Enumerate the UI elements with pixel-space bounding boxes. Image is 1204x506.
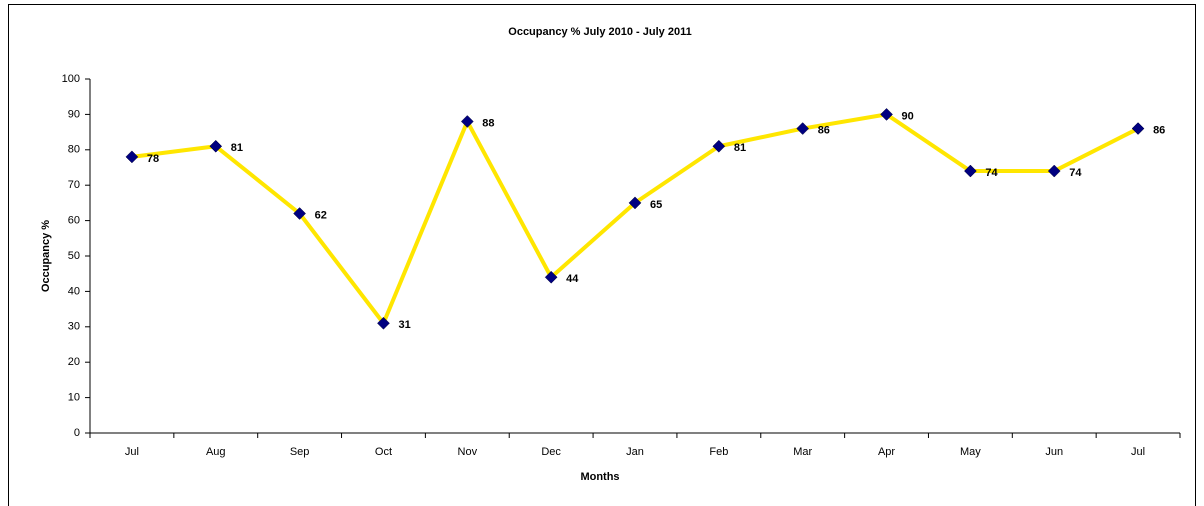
marker: [628, 196, 642, 210]
marker: [1131, 122, 1145, 135]
chart-title: Occupancy % July 2010 - July 2011: [508, 26, 691, 38]
y-axis-label: Occupancy %: [40, 220, 52, 292]
data-label: 65: [650, 199, 662, 211]
marker: [964, 164, 977, 178]
y-tick-label: 0: [74, 427, 80, 439]
x-tick-label: Feb: [709, 446, 728, 458]
marker: [125, 150, 139, 164]
y-tick-label: 40: [68, 285, 80, 297]
data-label: 86: [1153, 124, 1165, 136]
data-label: 44: [566, 273, 579, 285]
marker: [880, 108, 893, 121]
y-tick-label: 50: [68, 250, 80, 262]
y-tick-label: 30: [68, 321, 80, 333]
marker: [377, 316, 390, 330]
y-tick-label: 90: [68, 108, 80, 120]
marker: [544, 270, 558, 284]
y-tick-label: 60: [68, 215, 80, 227]
data-label: 31: [398, 319, 410, 331]
chart-border: [8, 4, 1196, 506]
marker: [460, 115, 474, 128]
marker: [209, 139, 223, 153]
y-tick-label: 20: [68, 356, 80, 368]
x-tick-label: Aug: [206, 446, 226, 458]
x-tick-label: Dec: [541, 446, 561, 458]
y-tick-label: 100: [62, 73, 80, 85]
y-tick-label: 70: [68, 179, 80, 191]
x-tick-label: Nov: [458, 446, 478, 458]
marker: [712, 139, 726, 153]
y-tick-label: 80: [68, 144, 80, 156]
x-tick-label: Jan: [626, 446, 644, 458]
data-label: 62: [315, 209, 327, 221]
x-tick-label: Oct: [375, 446, 392, 458]
x-tick-label: Mar: [793, 446, 812, 458]
x-axis-label: Months: [580, 471, 619, 483]
y-tick-label: 10: [68, 392, 80, 404]
x-tick-label: Sep: [290, 446, 310, 458]
data-label: 86: [818, 124, 830, 136]
data-label: 88: [482, 117, 494, 129]
marker: [796, 122, 810, 135]
marker: [293, 207, 306, 220]
x-tick-label: Apr: [878, 446, 895, 458]
x-tick-label: Jul: [125, 446, 139, 458]
data-label: 74: [985, 167, 998, 179]
data-label: 81: [231, 142, 243, 154]
data-label: 78: [147, 153, 159, 165]
x-tick-label: Jul: [1131, 446, 1145, 458]
marker: [1047, 164, 1061, 178]
data-label: 74: [1069, 167, 1082, 179]
x-tick-label: Jun: [1045, 446, 1063, 458]
x-tick-label: May: [960, 446, 981, 458]
data-label: 90: [902, 110, 914, 122]
data-label: 81: [734, 142, 746, 154]
